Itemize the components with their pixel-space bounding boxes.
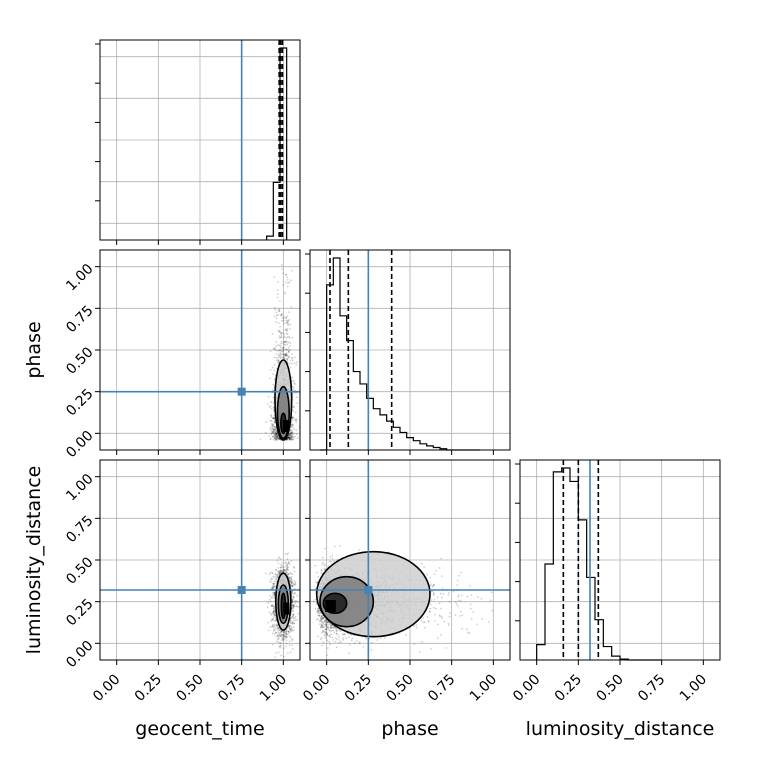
contour-line: [319, 575, 375, 628]
x-tick-label: 0.00: [90, 672, 123, 705]
density-peak: [283, 602, 290, 615]
scatter-phase-vs-luminosity_distance: 0.00 0.25 0.50 0.75 1.00: [300, 459, 511, 705]
y-tick-label: 0.50: [63, 554, 96, 587]
x-axis-label-geocent-time: geocent_time: [135, 718, 264, 740]
density-peak: [325, 600, 336, 612]
y-tick-label: 0.75: [63, 303, 96, 336]
x-tick-label: 0.50: [593, 672, 626, 705]
x-tick-label: 0.50: [383, 672, 416, 705]
x-tick-label: 0.25: [132, 672, 165, 705]
scatter-geocent_time-vs-phase: 0.00 0.25 0.50 0.75 1.00: [63, 249, 301, 461]
y-tick-label: 1.00: [63, 471, 96, 504]
contour-line: [280, 592, 287, 620]
x-tick-label: 0.75: [635, 672, 668, 705]
histogram-luminosity_distance: 0.00 0.25 0.50 0.75 1.00: [510, 459, 721, 705]
x-tick-label: 0.75: [425, 672, 458, 705]
x-tick-label: 0.25: [342, 672, 375, 705]
x-tick-label: 0.75: [215, 672, 248, 705]
truth-marker: [237, 586, 246, 594]
corner-panels: 0.00 0.25 0.50 0.75 1.000.000.250.500.751.00…: [63, 39, 721, 705]
axis-labels: geocent_time phase luminosity_distance p…: [23, 321, 714, 740]
histogram-phase: [305, 249, 511, 455]
y-tick-label: 0.00: [63, 428, 96, 461]
x-axis-label-luminosity-distance: luminosity_distance: [526, 718, 715, 740]
density-layer: [259, 264, 300, 441]
density-layer: [264, 552, 300, 659]
contour-line: [280, 412, 287, 435]
contour-line: [315, 550, 431, 638]
y-tick-label: 0.25: [63, 596, 96, 629]
x-axis-label-phase: phase: [381, 718, 438, 740]
truth-marker: [364, 586, 373, 594]
x-tick-label: 1.00: [467, 672, 500, 705]
contour-line: [276, 385, 290, 440]
density-layer: [312, 544, 494, 660]
histogram-phase-steps: [320, 257, 480, 451]
contour-line: [275, 572, 292, 631]
histogram-geocent_time-steps: [266, 47, 288, 240]
y-axis-label-luminosity-distance: luminosity_distance: [23, 466, 45, 655]
y-tick-label: 0.75: [63, 513, 96, 546]
histogram-geocent_time: [95, 39, 301, 245]
y-tick-label: 1.00: [63, 261, 96, 294]
y-axis-label-phase: phase: [23, 321, 45, 378]
y-tick-label: 0.50: [63, 344, 96, 377]
x-tick-label: 0.25: [552, 672, 585, 705]
contour-line: [277, 584, 290, 625]
contour-line: [274, 359, 293, 441]
x-tick-label: 0.00: [510, 672, 543, 705]
y-tick-label: 0.00: [63, 638, 96, 671]
contour-line: [322, 592, 348, 615]
x-tick-label: 0.00: [300, 672, 333, 705]
scatter-geocent_time-vs-luminosity_distance: 0.00 0.25 0.50 0.75 1.000.000.250.500.751.00: [63, 459, 301, 705]
x-tick-label: 0.50: [173, 672, 206, 705]
x-tick-label: 1.00: [677, 672, 710, 705]
y-tick-label: 0.25: [63, 386, 96, 419]
truth-marker: [237, 387, 246, 396]
x-tick-label: 1.00: [257, 672, 290, 705]
